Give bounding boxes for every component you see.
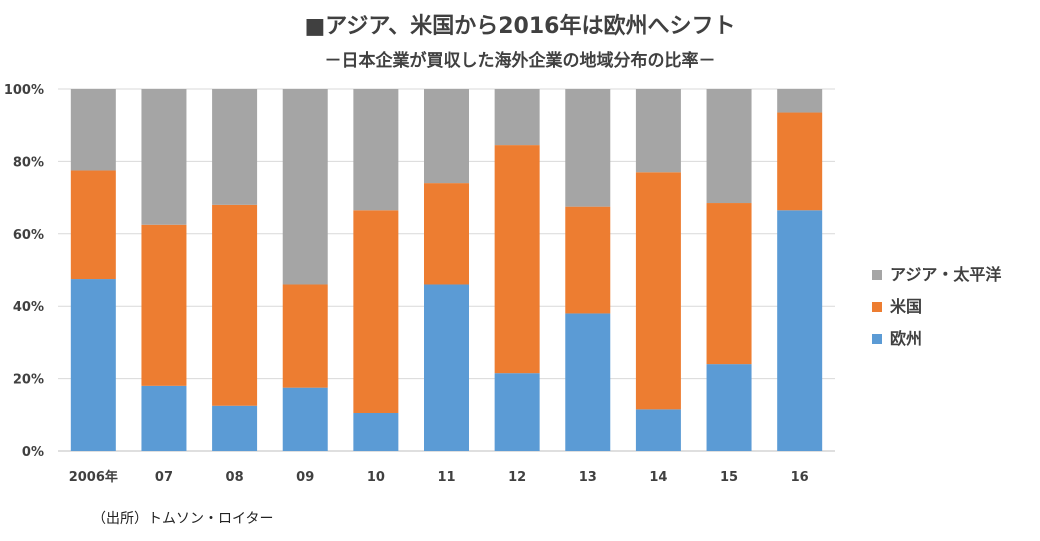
bar-segment — [494, 145, 540, 374]
x-tick-label: 08 — [226, 470, 244, 485]
legend-swatch — [872, 334, 882, 344]
y-tick-label: 0% — [22, 445, 44, 460]
chart-title: ■アジア、米国から2016年は欧州へシフト — [304, 14, 736, 39]
x-tick-label: 15 — [720, 470, 738, 485]
legend-label: アジア・太平洋 — [890, 265, 1001, 284]
bar-segment — [141, 224, 187, 386]
bar-segment — [70, 89, 116, 171]
x-tick-label: 11 — [437, 470, 455, 485]
bar-segment — [777, 89, 823, 113]
bar-segment — [353, 412, 399, 451]
y-tick-label: 40% — [13, 300, 44, 315]
bar-segment — [424, 284, 469, 451]
chart-subtitle: －日本企業が買収した海外企業の地域分布の比率－ — [324, 51, 716, 71]
bar-segment — [141, 89, 187, 225]
x-tick-label: 10 — [367, 470, 385, 485]
x-tick-label: 14 — [649, 470, 667, 485]
bar-segment — [494, 89, 540, 146]
source-note: （出所）トムソン・ロイター — [92, 511, 274, 527]
y-tick-label: 60% — [13, 228, 44, 243]
legend-label: 欧州 — [890, 329, 922, 348]
bar-segment — [353, 89, 399, 211]
bar-segment — [565, 206, 611, 314]
bar-segment — [141, 385, 187, 451]
legend-swatch — [872, 302, 882, 312]
bar-segment — [212, 89, 258, 205]
x-tick-label: 12 — [508, 470, 526, 485]
legend-label: 米国 — [890, 297, 922, 316]
bar-segment — [424, 183, 469, 285]
legend-swatch — [872, 270, 882, 280]
bar-segment — [353, 210, 399, 413]
bar-segment — [212, 204, 258, 406]
x-tick-label: 13 — [579, 470, 597, 485]
bar-segment — [494, 373, 540, 451]
bar-segment — [565, 313, 611, 451]
y-tick-label: 100% — [4, 83, 44, 98]
x-tick-label: 09 — [296, 470, 314, 485]
y-tick-label: 80% — [13, 155, 44, 170]
bar-segment — [635, 89, 681, 173]
bar-segment — [70, 279, 116, 451]
bar-segment — [635, 172, 681, 410]
bar-segment — [424, 89, 469, 184]
bar-segment — [777, 210, 823, 451]
bar-segment — [777, 112, 823, 211]
bar-segment — [282, 89, 328, 285]
y-tick-label: 20% — [13, 373, 44, 388]
bar-segment — [706, 89, 752, 204]
bar-segment — [282, 284, 328, 388]
bar-segment — [565, 89, 611, 207]
bar-segment — [706, 364, 752, 451]
x-tick-label: 2006年 — [69, 469, 118, 485]
bar-segment — [282, 387, 328, 451]
bar-segment — [706, 203, 752, 365]
bar-segment — [212, 405, 258, 451]
x-tick-label: 16 — [791, 470, 809, 485]
bar-segment — [635, 409, 681, 451]
x-tick-label: 07 — [155, 470, 173, 485]
bar-segment — [70, 170, 116, 280]
